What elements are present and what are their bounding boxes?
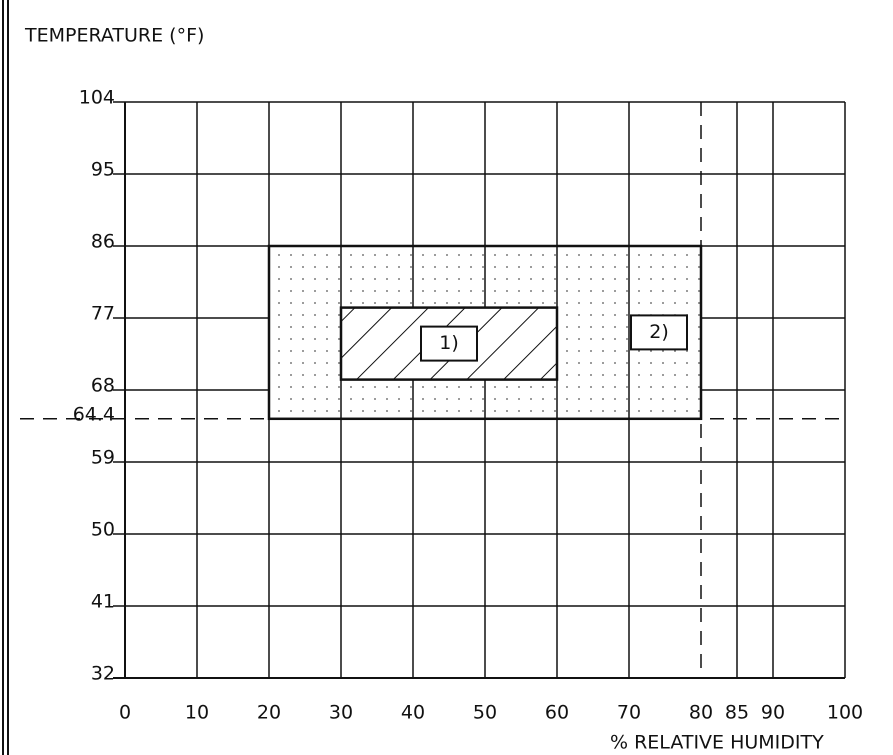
x-tick-label: 80 [689,702,713,724]
y-tick-label: 64.4 [73,403,115,425]
x-tick-label: 70 [617,702,641,724]
x-tick-label: 30 [329,702,353,724]
y-tick-label: 77 [91,303,115,325]
region-label-box [420,325,478,362]
y-tick-label: 59 [91,447,115,469]
x-tick-label: 90 [761,702,785,724]
x-axis-label: % RELATIVE HUMIDITY [610,732,824,754]
y-tick-label: 41 [91,591,115,613]
x-tick-label: 100 [827,702,863,724]
x-tick-label: 0 [119,702,131,724]
y-tick-label: 104 [79,87,115,109]
region-label: 2) [649,321,669,343]
x-tick-label: 40 [401,702,425,724]
chart-title: TEMPERATURE (°F) [24,25,204,47]
y-tick-label: 50 [91,519,115,541]
y-tick-label: 32 [91,663,115,685]
x-tick-label: 85 [725,702,749,724]
x-tick-label: 60 [545,702,569,724]
x-tick-label: 10 [185,702,209,724]
y-tick-label: 95 [91,159,115,181]
x-tick-label: 50 [473,702,497,724]
x-tick-label: 20 [257,702,281,724]
region-label-box [630,314,688,351]
y-tick-label: 68 [91,375,115,397]
y-tick-label: 86 [91,231,115,253]
region-label: 1) [439,332,459,354]
